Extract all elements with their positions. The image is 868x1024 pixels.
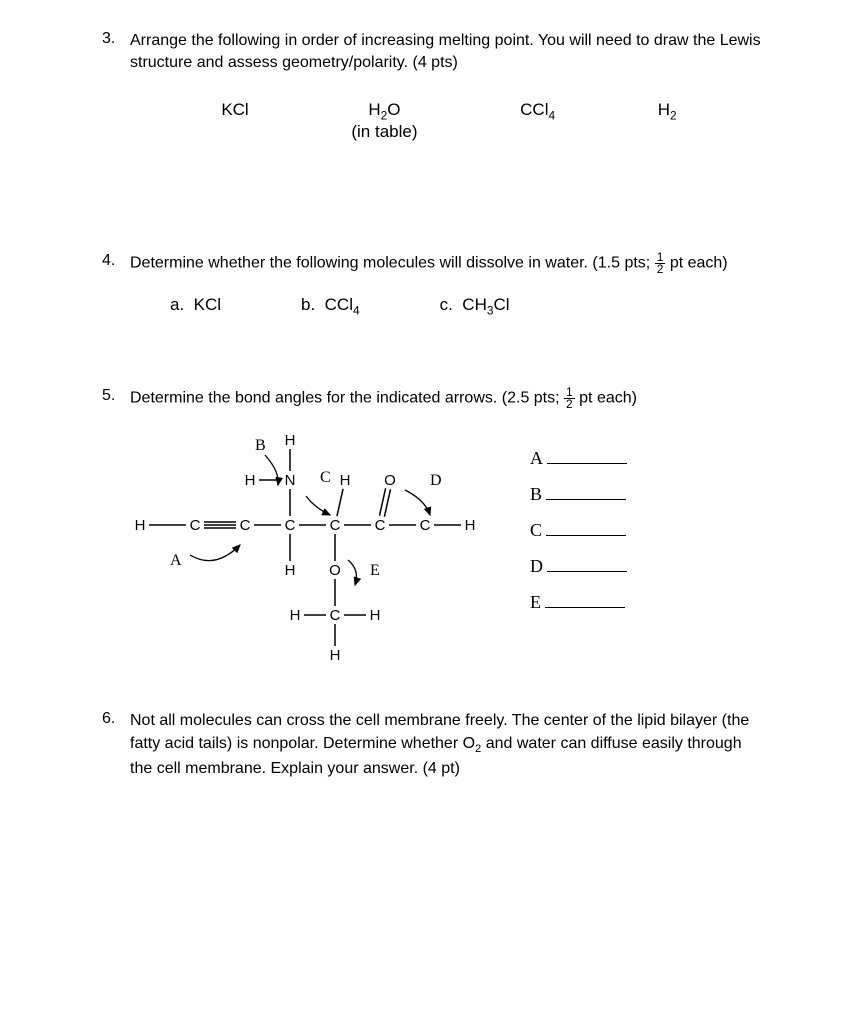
molecule-svg: HCCCCCCHHNHHHOCHHHOABCDE <box>130 430 490 670</box>
svg-text:H: H <box>135 517 146 534</box>
svg-text:A: A <box>170 552 182 569</box>
q4-sub-item: b. CCl4 <box>301 295 360 317</box>
q4-text: Determine whether the following molecule… <box>130 252 768 275</box>
q3-formula-item: H2 <box>658 100 677 142</box>
svg-text:H: H <box>370 607 381 624</box>
svg-text:C: C <box>190 517 201 534</box>
q3-number: 3. <box>102 30 115 48</box>
svg-text:H: H <box>330 647 341 664</box>
svg-text:C: C <box>330 517 341 534</box>
svg-text:H: H <box>285 432 296 449</box>
q3-formula-item: CCl4 <box>520 100 555 142</box>
q6-text: Not all molecules can cross the cell mem… <box>130 710 768 780</box>
svg-text:H: H <box>340 472 351 489</box>
svg-text:C: C <box>420 517 431 534</box>
q5-answer-lines: ABCDE <box>530 440 627 620</box>
q5-number: 5. <box>102 387 115 405</box>
q4-subitems: a. KCl b. CCl4 c. CH3Cl <box>170 295 768 317</box>
q4-number: 4. <box>102 252 115 270</box>
svg-text:O: O <box>329 562 341 579</box>
svg-text:C: C <box>375 517 386 534</box>
svg-text:H: H <box>245 472 256 489</box>
fraction-half-icon: 12 <box>564 387 575 410</box>
svg-text:D: D <box>430 472 442 489</box>
svg-text:C: C <box>240 517 251 534</box>
answer-blank: A <box>530 440 627 476</box>
svg-text:H: H <box>290 607 301 624</box>
svg-text:E: E <box>370 562 380 579</box>
q5-text-post: pt each) <box>575 390 637 407</box>
question-4: 4. Determine whether the following molec… <box>130 252 768 317</box>
q3-formula-item: H2O(in table) <box>351 100 417 142</box>
q6-number: 6. <box>102 710 115 728</box>
q3-text: Arrange the following in order of increa… <box>130 30 768 75</box>
svg-text:C: C <box>330 607 341 624</box>
q5-text-pre: Determine the bond angles for the indica… <box>130 390 564 407</box>
svg-text:O: O <box>384 472 396 489</box>
question-6: 6. Not all molecules can cross the cell … <box>130 710 768 780</box>
answer-blank: D <box>530 548 627 584</box>
q3-formula-row: KCl H2O(in table) CCl4 H2 <box>130 100 768 142</box>
fraction-half-icon: 12 <box>655 252 666 275</box>
svg-text:C: C <box>285 517 296 534</box>
question-3: 3. Arrange the following in order of inc… <box>130 30 768 142</box>
q4-text-post: pt each) <box>665 255 727 272</box>
q5-molecule-diagram: HCCCCCCHHNHHHOCHHHOABCDE <box>130 430 490 670</box>
svg-text:C: C <box>320 469 331 486</box>
q4-sub-item: c. CH3Cl <box>440 295 510 317</box>
svg-text:B: B <box>255 437 266 454</box>
answer-blank: E <box>530 584 627 620</box>
answer-blank: C <box>530 512 627 548</box>
q4-sub-item: a. KCl <box>170 295 221 317</box>
svg-text:H: H <box>285 562 296 579</box>
svg-text:H: H <box>465 517 476 534</box>
svg-text:N: N <box>285 472 296 489</box>
answer-blank: B <box>530 476 627 512</box>
q4-text-pre: Determine whether the following molecule… <box>130 255 655 272</box>
q3-formula-item: KCl <box>221 100 248 142</box>
q5-text: Determine the bond angles for the indica… <box>130 387 768 410</box>
question-5: 5. Determine the bond angles for the ind… <box>130 387 768 670</box>
